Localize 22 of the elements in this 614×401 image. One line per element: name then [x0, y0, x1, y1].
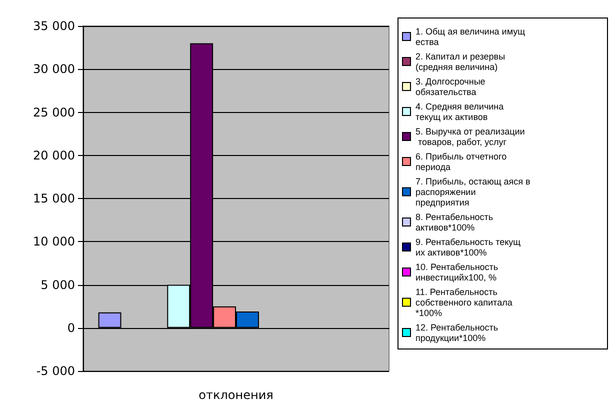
legend-label: 3. Долгосрочные обязательства	[416, 76, 488, 97]
y-tick-label: 15 000	[33, 192, 75, 206]
y-tick-label: -5 000	[36, 364, 75, 378]
legend-label: 1. Общ ая величина имущ ества	[416, 26, 528, 47]
y-tick-label: 0	[67, 320, 75, 335]
legend-label: 10. Рентабельность инвестицийх100, %	[416, 262, 501, 282]
y-tick-label: 5 000	[40, 278, 75, 292]
y-tick-label: 20 000	[33, 148, 75, 162]
y-tick-label: 25 000	[33, 105, 75, 120]
legend-label: 12. Рентабельность продукции*100%	[416, 322, 501, 343]
y-tick-label: 10 000	[33, 234, 75, 249]
legend-label: 2. Капитал и резервы (средняя величина)	[416, 51, 508, 72]
legend-label: 4. Средняя величина текущ их активов	[416, 101, 506, 122]
legend-label: 6. Прибыль отчетного периода	[416, 151, 510, 172]
legend-label: 9. Рентабельность текущ их активов*100%	[416, 236, 524, 258]
x-tick-label: отклонения	[198, 388, 274, 401]
y-tick-label: 35 000	[33, 19, 75, 33]
y-tick-label: 30 000	[33, 62, 75, 76]
legend-label: 7. Прибыль, остающ аяся в распоряжении предприятия	[416, 176, 533, 208]
legend-label: 8. Рентабельность активов*100%	[416, 212, 496, 232]
legend-label: 5. Выручка от реализации товаров, работ, услуг	[416, 126, 525, 147]
legend-label: 11. Рентабельность собственного капитала *100%	[416, 286, 515, 318]
